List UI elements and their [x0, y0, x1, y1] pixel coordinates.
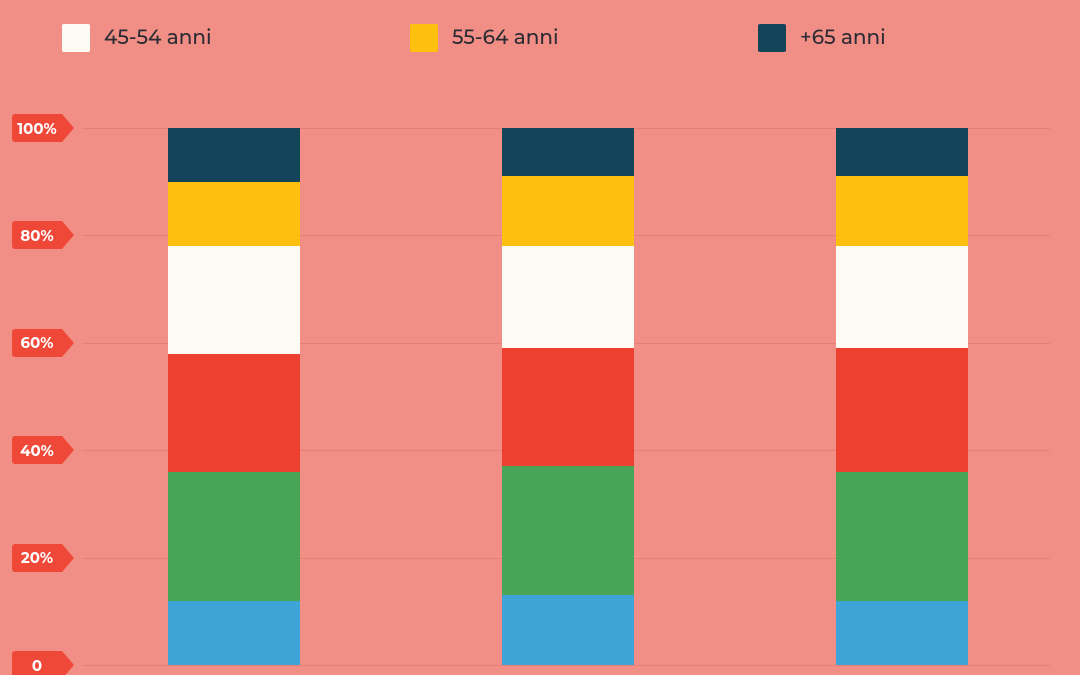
y-tick-arrow-icon	[62, 651, 74, 675]
bar-segment	[168, 246, 300, 353]
y-tick: 60%	[12, 329, 72, 357]
legend-swatch	[62, 24, 90, 52]
y-tick: 80%	[12, 221, 72, 249]
bar-segment	[836, 472, 968, 601]
legend-item: 55-64 anni	[410, 24, 559, 52]
y-tick-arrow-icon	[62, 221, 74, 249]
y-tick: 100%	[12, 114, 72, 142]
y-tick: 20%	[12, 544, 72, 572]
y-tick-label: 0	[12, 651, 62, 675]
y-tick-arrow-icon	[62, 329, 74, 357]
bar-segment	[502, 128, 634, 176]
legend-label: +65 anni	[800, 26, 886, 50]
legend-swatch	[410, 24, 438, 52]
bars-layer	[82, 128, 1050, 665]
bar-segment	[502, 246, 634, 348]
legend-swatch	[758, 24, 786, 52]
plot-area: 020%40%60%80%100%	[82, 128, 1050, 665]
legend-label: 55-64 anni	[452, 26, 559, 50]
bar-segment	[168, 354, 300, 472]
bar-segment	[168, 182, 300, 246]
chart-canvas: 45-54 anni55-64 anni+65 anni 020%40%60%8…	[0, 0, 1080, 675]
stacked-bar	[502, 128, 634, 665]
bar-segment	[502, 595, 634, 665]
legend-item: +65 anni	[758, 24, 886, 52]
bar-segment	[836, 348, 968, 472]
y-tick-label: 20%	[12, 544, 62, 572]
bar-segment	[836, 128, 968, 176]
y-tick-arrow-icon	[62, 114, 74, 142]
y-tick: 40%	[12, 436, 72, 464]
legend-item: 45-54 anni	[62, 24, 212, 52]
bar-segment	[502, 176, 634, 246]
bar-segment	[836, 176, 968, 246]
y-tick-arrow-icon	[62, 436, 74, 464]
gridline	[82, 665, 1050, 666]
bar-segment	[168, 128, 300, 182]
y-tick-label: 100%	[12, 114, 62, 142]
stacked-bar	[168, 128, 300, 665]
y-tick-label: 40%	[12, 436, 62, 464]
bar-segment	[502, 348, 634, 466]
legend: 45-54 anni 55-64 anni +65 anni	[62, 18, 1040, 58]
legend-label: 45-54 anni	[104, 26, 212, 50]
bar-segment	[836, 246, 968, 348]
bar-segment	[168, 472, 300, 601]
y-tick-label: 80%	[12, 221, 62, 249]
y-tick-label: 60%	[12, 329, 62, 357]
bar-segment	[168, 601, 300, 665]
bar-segment	[836, 601, 968, 665]
stacked-bar	[836, 128, 968, 665]
bar-segment	[502, 466, 634, 595]
y-tick: 0	[12, 651, 72, 675]
y-tick-arrow-icon	[62, 544, 74, 572]
